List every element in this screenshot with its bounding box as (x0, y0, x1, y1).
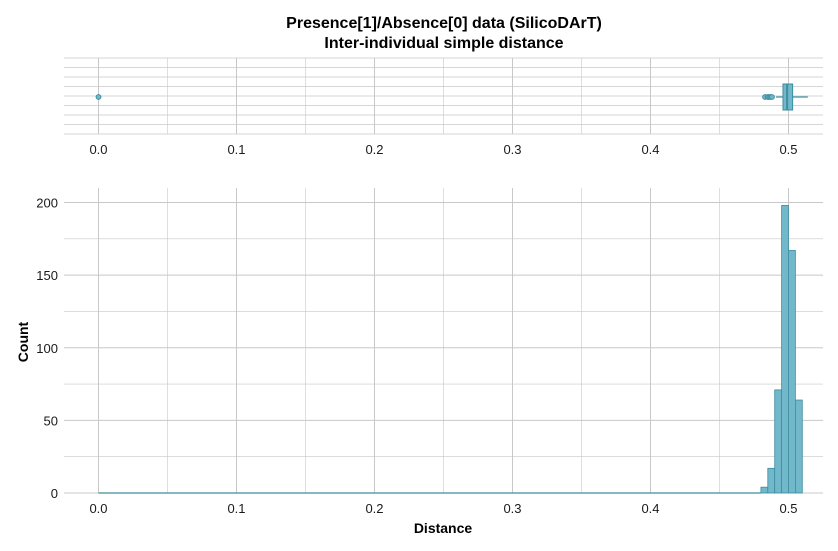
boxplot-gridlines (64, 57, 823, 135)
histogram-y-tick-label: 150 (36, 268, 58, 283)
boxplot-outlier-point (95, 94, 102, 100)
histogram-y-tick-label: 100 (36, 341, 58, 356)
boxplot-marks (95, 83, 808, 111)
histogram-y-tick-label: 200 (36, 196, 58, 211)
chart-title: Presence[1]/Absence[0] data (SilicoDArT) (286, 15, 602, 32)
histogram-x-tick-label: 0.2 (365, 501, 383, 516)
histogram-bars (98, 205, 803, 494)
histogram-bar (795, 399, 803, 494)
histogram-y-tick-label: 50 (44, 413, 58, 428)
x-axis-title: Distance (414, 520, 473, 536)
histogram-x-tick-label: 0.3 (503, 501, 521, 516)
histogram-bar (760, 486, 769, 494)
histogram-bar (767, 467, 776, 494)
boxplot-outlier-point (769, 94, 775, 100)
boxplot-x-tick-labels: 0.0 0.1 0.2 0.3 0.4 0.5 (89, 142, 797, 157)
histogram-x-tick-labels: 0.0 0.1 0.2 0.3 0.4 0.5 (89, 501, 797, 516)
boxplot-x-tick-label: 0.1 (227, 142, 245, 157)
histogram-bar (788, 250, 796, 494)
boxplot-x-tick-label: 0.4 (641, 142, 659, 157)
histogram-x-tick-label: 0.5 (779, 501, 797, 516)
boxplot-x-tick-label: 0.3 (503, 142, 521, 157)
histogram-bar (781, 205, 789, 494)
boxplot-x-tick-label: 0.5 (779, 142, 797, 157)
y-axis-title: Count (15, 321, 31, 362)
boxplot-x-tick-label: 0.2 (365, 142, 383, 157)
histogram-x-tick-label: 0.0 (89, 501, 107, 516)
histogram-x-tick-label: 0.4 (641, 501, 659, 516)
histogram-y-tick-label: 0 (51, 486, 58, 501)
histogram-x-tick-label: 0.1 (227, 501, 245, 516)
histogram-y-tick-labels: 0 50 100 150 200 (36, 196, 58, 501)
histogram-gridlines (64, 188, 823, 494)
boxplot-x-tick-label: 0.0 (89, 142, 107, 157)
histogram-bar (774, 389, 783, 494)
chart-subtitle: Inter-individual simple distance (324, 35, 563, 52)
